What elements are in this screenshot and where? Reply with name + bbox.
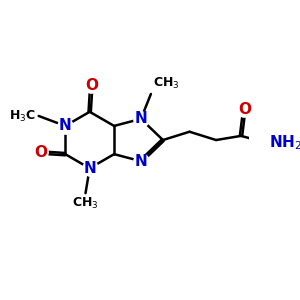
Text: O: O bbox=[85, 78, 98, 93]
Text: N: N bbox=[135, 154, 147, 169]
Text: N: N bbox=[59, 118, 72, 134]
Text: O: O bbox=[238, 102, 251, 117]
Text: H$_3$C: H$_3$C bbox=[9, 108, 36, 124]
Text: N: N bbox=[135, 111, 147, 126]
Text: CH$_3$: CH$_3$ bbox=[72, 196, 99, 211]
Text: CH$_3$: CH$_3$ bbox=[153, 76, 179, 92]
Text: NH$_2$: NH$_2$ bbox=[269, 133, 300, 152]
Text: N: N bbox=[83, 161, 96, 176]
Text: O: O bbox=[34, 145, 47, 160]
